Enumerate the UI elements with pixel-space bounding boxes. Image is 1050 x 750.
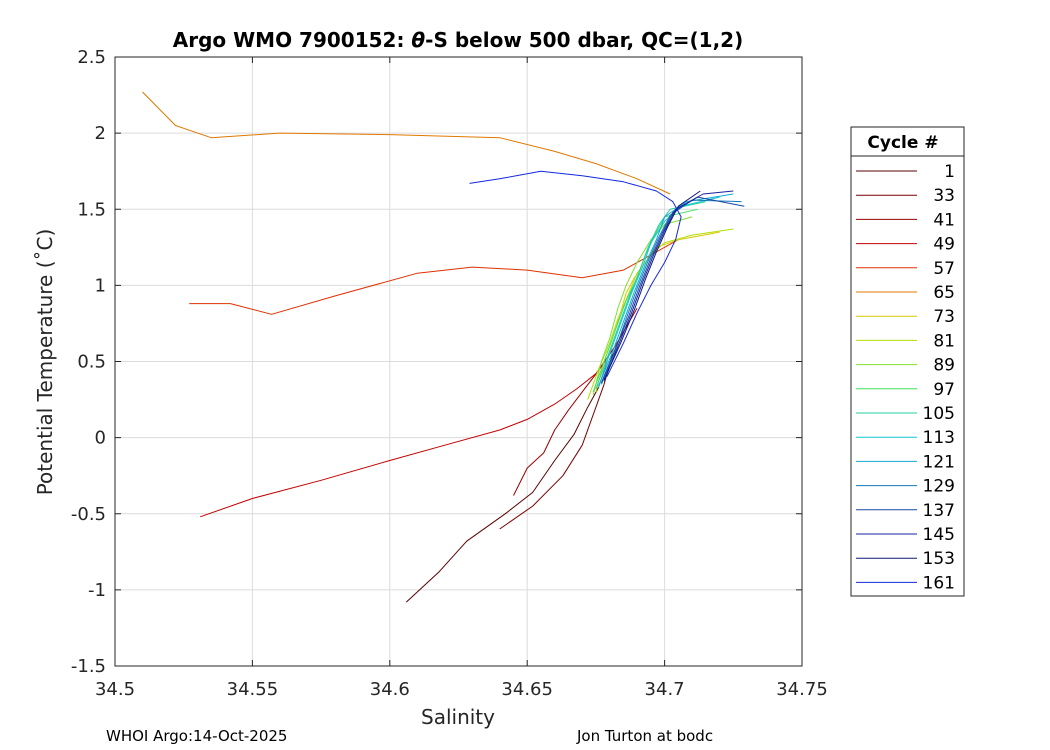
- legend-title: Cycle #: [867, 133, 938, 153]
- series-line-cycle-1: [405, 361, 608, 603]
- legend-box: [850, 126, 965, 597]
- legend-label-cycle-89: 89: [933, 356, 955, 376]
- grid-lines: [115, 57, 802, 666]
- chart-title: Argo WMO 7900152: θ-S below 500 dbar, QC…: [173, 28, 743, 52]
- title-theta: θ: [411, 28, 425, 52]
- y-axis-label: Potential Temperature (˚C): [33, 229, 57, 496]
- legend-label-cycle-1: 1: [944, 162, 955, 182]
- legend-label-cycle-105: 105: [923, 404, 955, 424]
- x-tick-label: 34.6: [370, 679, 410, 700]
- legend-label-cycle-97: 97: [933, 380, 955, 400]
- x-tick-label: 34.5: [95, 679, 135, 700]
- legend-entries: 1 33 41 49 57 65 73 81 89 97 105 113 121 129 137 145 153…: [856, 162, 955, 593]
- y-tick-label: 1.5: [77, 199, 106, 220]
- x-tick-label: 34.7: [645, 679, 685, 700]
- series-line-cycle-105: [595, 201, 706, 390]
- legend-label-cycle-73: 73: [933, 307, 955, 327]
- footer-left-text: WHOI Argo:14-Oct-2025: [106, 727, 288, 745]
- y-tick-label: -1: [88, 580, 106, 601]
- footer-right-text: Jon Turton at bodc: [577, 727, 714, 745]
- series-line-cycle-145: [603, 190, 734, 382]
- y-tick-label: 2.5: [77, 47, 106, 68]
- x-tick-label: 34.55: [227, 679, 279, 700]
- series-line-cycle-81: [587, 228, 734, 400]
- series-line-cycle-65: [142, 91, 671, 195]
- legend: Cycle # 13341495765738189971051131211291…: [850, 126, 965, 597]
- legend-label-cycle-57: 57: [933, 259, 955, 279]
- legend-label-cycle-137: 137: [923, 501, 955, 521]
- y-tick-label: 0.5: [77, 352, 106, 373]
- legend-label-cycle-121: 121: [923, 452, 955, 472]
- legend-label-cycle-33: 33: [933, 186, 955, 206]
- title-prefix: Argo WMO 7900152:: [173, 28, 412, 52]
- x-tick-label: 34.75: [776, 679, 828, 700]
- legend-label-cycle-161: 161: [923, 573, 955, 593]
- y-tick-label: 2: [95, 123, 106, 144]
- series-line-cycle-33: [499, 353, 613, 530]
- legend-label-cycle-65: 65: [933, 283, 955, 303]
- series-line-cycle-161: [469, 170, 682, 377]
- legend-label-cycle-81: 81: [933, 331, 955, 351]
- legend-label-cycle-41: 41: [933, 210, 955, 230]
- y-tick-label: 1: [95, 275, 106, 296]
- y-tick-label: -0.5: [71, 504, 106, 525]
- series-line-cycle-57: [189, 239, 679, 315]
- legend-label-cycle-49: 49: [933, 235, 955, 255]
- legend-label-cycle-153: 153: [923, 549, 955, 569]
- x-axis-label: Salinity: [421, 705, 495, 729]
- title-suffix: -S below 500 dbar, QC=(1,2): [425, 28, 743, 52]
- axis-ticks: 34.5 34.55 34.6 34.65 34.7 34.75 -1.5 -1 -0.5 0 0.…: [71, 47, 828, 700]
- y-tick-label: -1.5: [71, 656, 106, 677]
- legend-label-cycle-145: 145: [923, 525, 955, 545]
- x-tick-label: 34.65: [501, 679, 553, 700]
- y-tick-label: 0: [95, 428, 106, 449]
- legend-label-cycle-113: 113: [923, 428, 955, 448]
- series-line-cycle-153: [603, 190, 701, 381]
- legend-label-cycle-129: 129: [923, 477, 955, 497]
- data-series: [142, 91, 745, 603]
